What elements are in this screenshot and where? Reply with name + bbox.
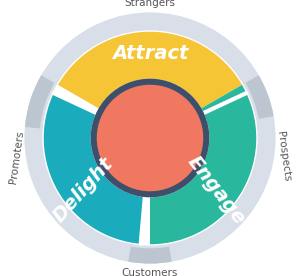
Wedge shape (58, 32, 242, 108)
Text: Delight: Delight (50, 154, 118, 226)
Wedge shape (44, 93, 145, 244)
Circle shape (24, 12, 276, 264)
Text: Prospects: Prospects (275, 131, 292, 182)
Wedge shape (25, 75, 55, 128)
Circle shape (91, 79, 209, 197)
Wedge shape (150, 85, 256, 244)
Circle shape (97, 85, 203, 191)
Circle shape (42, 30, 258, 246)
Text: Customers: Customers (122, 268, 178, 276)
Text: Strangers: Strangers (124, 0, 176, 8)
Wedge shape (245, 75, 274, 119)
Text: Attract: Attract (112, 44, 188, 63)
Text: Promoters: Promoters (8, 129, 25, 184)
Wedge shape (128, 247, 172, 264)
Text: Engage: Engage (184, 152, 249, 228)
